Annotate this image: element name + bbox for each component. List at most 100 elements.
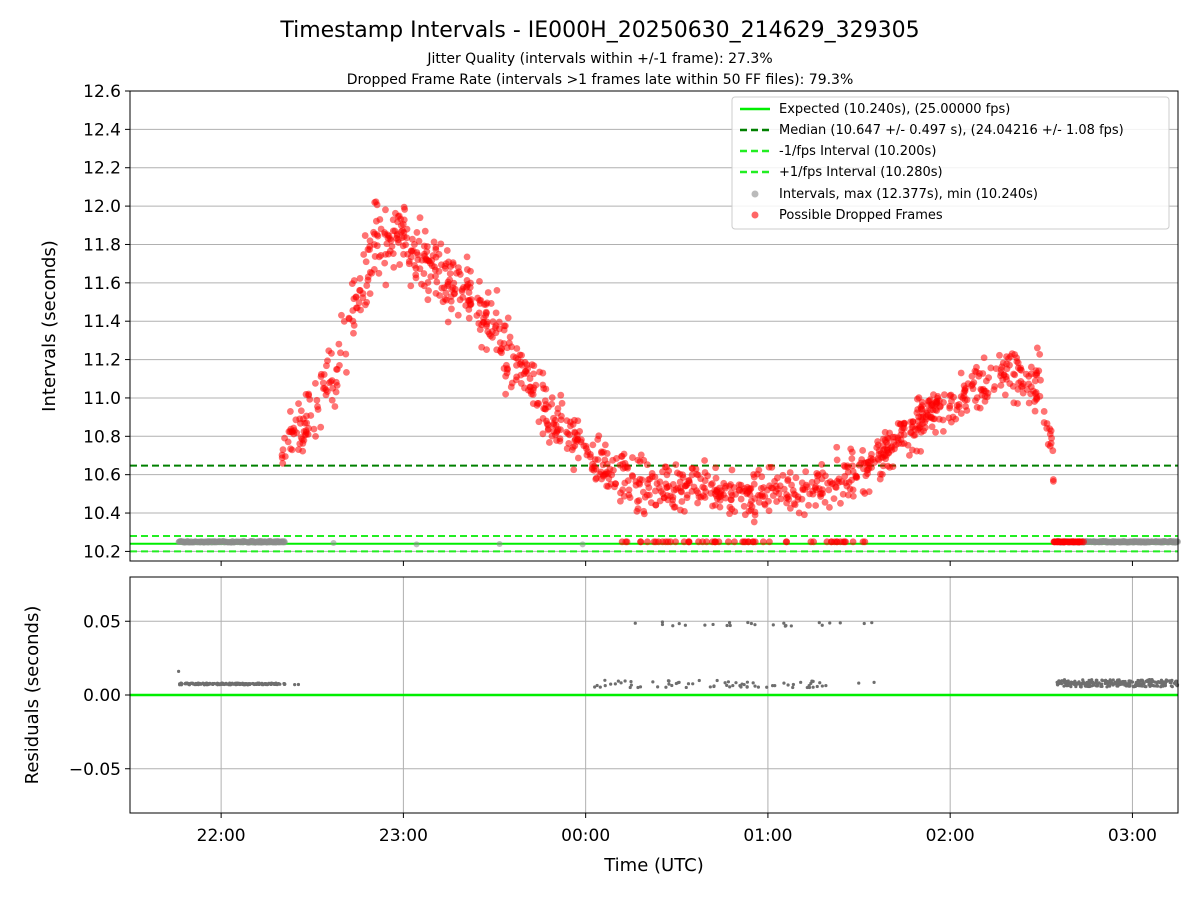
residual-point — [677, 680, 681, 685]
dropped-frame-point — [601, 441, 609, 449]
dropped-frame-point — [769, 492, 777, 500]
residual-point — [241, 682, 245, 687]
dropped-frame-point — [295, 446, 302, 454]
dropped-frame-point — [685, 477, 693, 484]
dropped-frame-point — [712, 538, 720, 546]
dropped-frame-point — [569, 443, 577, 451]
residual-point — [820, 623, 824, 627]
dropped-frame-point — [327, 378, 335, 386]
dropped-frame-point — [363, 298, 371, 306]
dropped-frame-point — [1003, 375, 1010, 383]
residual-point — [791, 685, 795, 690]
residual-point — [1111, 683, 1115, 687]
top-y-axis-label: Intervals (seconds) — [39, 240, 60, 412]
dropped-frame-point — [898, 440, 906, 448]
dropped-frame-point — [860, 465, 867, 473]
residual-point — [222, 682, 226, 687]
dropped-frame-point — [1036, 350, 1044, 358]
dropped-frame-point — [437, 240, 445, 248]
dropped-frame-point — [773, 474, 781, 482]
dropped-frame-point — [964, 380, 972, 388]
dropped-frame-point — [391, 227, 399, 235]
dropped-frame-point — [879, 435, 887, 443]
dropped-frame-point — [504, 314, 512, 322]
dropped-frame-point — [932, 400, 940, 408]
dropped-frame-point — [438, 284, 446, 292]
dropped-frame-point — [320, 371, 328, 378]
residual-point — [1163, 680, 1168, 684]
dropped-frame-point — [574, 417, 582, 425]
dropped-frame-point — [333, 365, 340, 373]
x-tick-label: 03:00 — [1108, 826, 1157, 846]
dropped-frame-point — [589, 441, 597, 449]
residual-point — [782, 681, 786, 685]
dropped-frame-point — [661, 463, 669, 471]
dropped-frame-point — [637, 538, 644, 546]
dropped-frame-point — [843, 482, 851, 490]
dropped-frame-point — [621, 464, 629, 471]
dropped-frame-point — [609, 456, 617, 464]
residual-point — [691, 682, 695, 686]
dropped-frame-point — [542, 385, 550, 393]
residual-point — [1160, 679, 1164, 683]
dropped-frame-point — [916, 423, 924, 431]
dropped-frame-point — [311, 379, 319, 387]
dropped-frame-point — [408, 235, 416, 243]
dropped-frame-point — [394, 218, 401, 226]
dropped-frame-point — [833, 456, 841, 464]
bottom-y-tick-label: 0.00 — [83, 686, 121, 706]
dropped-frame-point — [517, 380, 525, 387]
residual-point — [677, 622, 681, 626]
legend-marker-intervals — [751, 190, 759, 198]
residual-point — [727, 621, 732, 625]
dropped-frame-point — [1015, 379, 1023, 387]
dropped-frame-point — [782, 538, 790, 546]
residual-point — [656, 685, 660, 689]
residual-point — [1083, 684, 1087, 688]
dropped-frame-point — [819, 469, 827, 477]
legend-label-plus-fps: +1/fps Interval (10.280s) — [779, 165, 943, 180]
dropped-frame-point — [867, 454, 875, 462]
residual-point — [1105, 685, 1109, 689]
dropped-frame-point — [1001, 391, 1009, 399]
interval-point — [413, 541, 420, 548]
residual-point — [828, 621, 832, 625]
dropped-frame-point — [837, 499, 844, 507]
residual-point — [593, 685, 597, 689]
residual-point — [1056, 683, 1060, 687]
dropped-frame-point — [407, 253, 415, 261]
dropped-frame-point — [825, 486, 833, 494]
dropped-frame-point — [432, 290, 440, 297]
dropped-frame-point — [399, 242, 407, 250]
dropped-frame-point — [768, 463, 776, 471]
dropped-frame-point — [913, 447, 921, 455]
residual-point — [684, 685, 688, 690]
dropped-frame-point — [465, 297, 473, 305]
residual-point — [629, 683, 633, 687]
dropped-frame-point — [539, 430, 547, 438]
residual-point — [786, 683, 790, 687]
dropped-frame-point — [375, 269, 383, 277]
dropped-frame-point — [279, 459, 287, 467]
dropped-frame-point — [302, 428, 310, 436]
residual-point — [609, 682, 613, 686]
dropped-frame-point — [662, 538, 670, 546]
dropped-frame-point — [355, 299, 363, 307]
dropped-frame-point — [553, 437, 560, 444]
dropped-frame-point — [724, 538, 732, 546]
dropped-frame-point — [616, 497, 624, 505]
dropped-frame-point — [502, 372, 510, 380]
dropped-frame-point — [968, 372, 976, 380]
residual-point — [683, 623, 687, 627]
dropped-frame-point — [689, 465, 696, 473]
bottom-y-tick-label: 0.05 — [83, 612, 121, 632]
dropped-frame-point — [370, 265, 378, 273]
residual-point — [1074, 684, 1078, 689]
dropped-frame-point — [492, 309, 500, 317]
dropped-frame-point — [1025, 372, 1033, 380]
dropped-frame-point — [805, 501, 812, 509]
dropped-frame-point — [690, 483, 698, 491]
dropped-frame-point — [861, 538, 869, 546]
dropped-frame-point — [961, 396, 969, 404]
dropped-frame-point — [683, 491, 691, 499]
